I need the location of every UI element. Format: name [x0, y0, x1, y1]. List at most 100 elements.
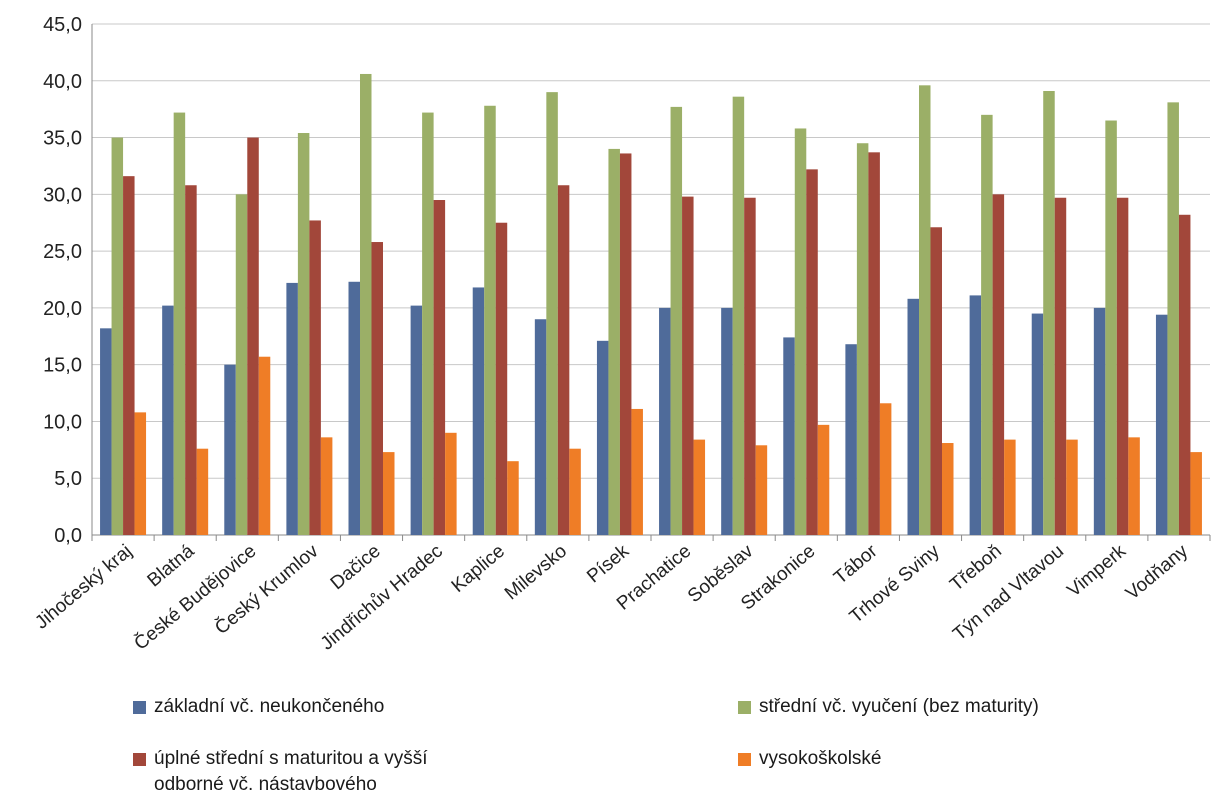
bar	[659, 307, 671, 535]
bar-chart: 0,0 5,0 10,0 15,0 20,0 25,0 30,0 35,0 40,0 45,0 Ji…	[31, 14, 1211, 655]
x-category-label: Tábor	[830, 540, 882, 588]
legend-swatch-basic	[133, 701, 146, 714]
bar	[755, 445, 768, 535]
bar	[919, 85, 931, 535]
bar	[992, 194, 1005, 536]
bar	[320, 437, 333, 535]
bar	[1093, 307, 1106, 535]
bar	[134, 412, 147, 535]
bar	[123, 176, 135, 536]
bar	[422, 112, 434, 535]
bar	[235, 194, 248, 536]
x-category-label: Týn nad Vltavou	[949, 541, 1068, 645]
bar	[868, 152, 880, 535]
bar	[693, 439, 706, 535]
bar	[845, 344, 857, 535]
bar	[224, 364, 236, 535]
y-tick-label: 25,0	[43, 241, 82, 263]
bar	[472, 287, 485, 535]
bar	[1105, 120, 1117, 536]
bar	[360, 73, 372, 535]
x-category-label: Milevsko	[501, 541, 571, 605]
bar	[670, 106, 683, 535]
x-category-label: Vodňany	[1122, 540, 1193, 604]
bar	[817, 424, 830, 535]
legend-label-basic: základní vč. neukončeného	[154, 696, 385, 717]
bar	[907, 298, 919, 535]
bar	[111, 137, 124, 536]
x-category-label: Kaplice	[448, 541, 509, 597]
y-tick-label: 30,0	[43, 184, 82, 206]
bar	[1167, 102, 1179, 535]
bar	[433, 200, 446, 535]
bar	[1190, 452, 1202, 535]
bar	[783, 337, 795, 535]
legend-label-university: vysokoškolské	[759, 748, 882, 769]
bar	[631, 408, 643, 535]
bar	[297, 133, 310, 535]
y-tick-label: 0,0	[54, 525, 82, 547]
bar	[1178, 214, 1191, 536]
bar	[1031, 313, 1044, 535]
bar	[247, 137, 259, 536]
bar	[507, 461, 519, 535]
bar	[309, 220, 321, 535]
bar	[546, 92, 558, 535]
bar	[484, 105, 496, 535]
bar	[196, 448, 209, 535]
bar	[286, 282, 298, 535]
bar	[258, 356, 271, 535]
bar	[1116, 197, 1129, 536]
bar	[879, 403, 892, 535]
y-tick-label: 40,0	[43, 71, 82, 93]
bar	[981, 114, 993, 535]
legend-swatch-university	[738, 753, 751, 766]
bar	[495, 222, 508, 535]
bar	[732, 96, 745, 536]
bar	[682, 196, 694, 536]
legend-item-basic: základní vč. neukončeného	[133, 694, 384, 720]
bar	[410, 305, 423, 535]
y-tick-label: 10,0	[43, 411, 82, 433]
bar	[942, 443, 954, 535]
y-tick-label: 20,0	[43, 298, 82, 320]
y-tick-label: 5,0	[54, 468, 82, 490]
bar	[100, 328, 112, 535]
bar	[806, 169, 818, 535]
bar	[1128, 437, 1140, 535]
y-tick-label: 15,0	[43, 355, 82, 377]
x-category-label: Český Krumlov	[211, 540, 323, 639]
bar	[619, 153, 632, 535]
legend-item-secondary-maturita: úplné střední s maturitou a vyšší odborn…	[133, 746, 428, 798]
legend-swatch-secondary-maturita	[133, 753, 146, 766]
legend-label-secondary-vocational: střední vč. vyučení (bez maturity)	[759, 696, 1039, 717]
legend-item-university: vysokoškolské	[738, 746, 882, 772]
bar	[173, 112, 186, 535]
bar	[856, 143, 869, 535]
bar	[1155, 314, 1168, 535]
bar	[162, 305, 174, 535]
bar	[557, 185, 570, 535]
x-category-label: Vimperk	[1063, 540, 1130, 601]
bar	[596, 340, 609, 535]
bar	[1066, 439, 1078, 535]
x-category-label: Třeboň	[946, 541, 1006, 596]
bar	[1043, 90, 1055, 536]
legend-swatch-secondary-vocational	[738, 701, 751, 714]
bar	[185, 185, 197, 535]
legend-item-secondary-vocational: střední vč. vyučení (bez maturity)	[738, 694, 1039, 720]
x-category-label: Jihočeský kraj	[31, 541, 136, 634]
x-category-label: Písek	[583, 540, 633, 587]
y-tick-label: 35,0	[43, 128, 82, 150]
bar	[445, 432, 457, 535]
bar	[371, 242, 383, 535]
bar	[930, 227, 942, 535]
bar	[1054, 197, 1067, 536]
bar	[534, 319, 547, 535]
bar	[1004, 439, 1016, 535]
bar	[794, 128, 807, 535]
bar	[744, 197, 756, 536]
bar	[348, 281, 360, 535]
bar	[383, 452, 395, 535]
bar	[969, 295, 982, 535]
